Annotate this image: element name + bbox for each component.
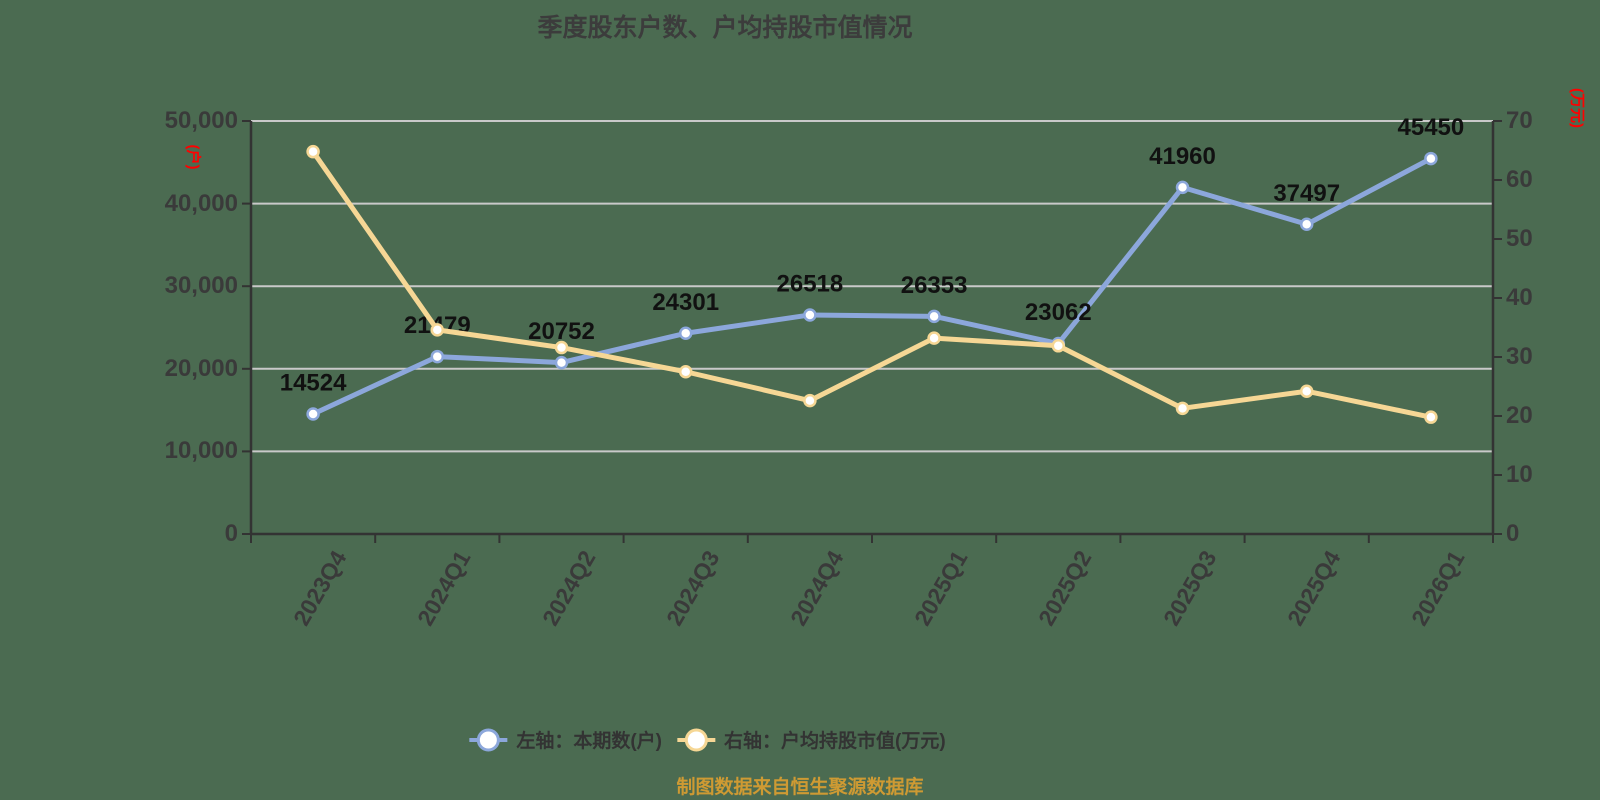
data-point-marker[interactable]	[1175, 401, 1190, 416]
data-point-marker[interactable]	[927, 309, 941, 324]
data-point-label: 26353	[901, 272, 968, 299]
legend-marker-icon	[469, 728, 508, 751]
legend-item-1[interactable]: 右轴：户均持股市值(万元)	[676, 726, 946, 753]
data-point-label: 37497	[1273, 180, 1340, 207]
right-axis-tick-label: 20	[1506, 402, 1533, 429]
data-point-marker[interactable]	[1299, 217, 1314, 232]
data-point-label: 14524	[280, 370, 347, 397]
data-point-label: 23062	[1025, 299, 1092, 326]
series-line-1	[310, 149, 1434, 420]
legend: 左轴：本期数(户) 右轴：户均持股市值(万元)	[468, 726, 946, 753]
data-point-marker[interactable]	[306, 144, 320, 159]
chart-title: 季度股东户数、户均持股市值情况	[537, 14, 913, 42]
left-axis-tick-label: 20,000	[164, 354, 238, 382]
source-note: 制图数据来自恒生聚源数据库	[676, 777, 924, 798]
right-axis-tick-label: 40	[1506, 284, 1533, 311]
data-point-marker[interactable]	[1051, 339, 1066, 353]
data-point-marker[interactable]	[803, 393, 817, 408]
data-point-marker[interactable]	[554, 355, 569, 370]
data-point-label: 26518	[777, 270, 844, 297]
data-point-marker[interactable]	[678, 326, 693, 341]
right-axis-tick-label: 60	[1506, 166, 1533, 193]
data-point-marker[interactable]	[1424, 410, 1438, 424]
data-point-marker[interactable]	[678, 365, 693, 379]
legend-label: 左轴：本期数(户)	[516, 731, 662, 752]
legend-label: 右轴：户均持股市值(万元)	[724, 731, 946, 752]
data-point-label: 20752	[528, 318, 595, 345]
right-axis-tick-label: 50	[1506, 225, 1533, 252]
data-point-label: 24301	[652, 289, 719, 316]
left-axis-tick-label: 30,000	[164, 272, 238, 300]
data-point-label: 41960	[1149, 143, 1216, 170]
left-axis-tick-label: 50,000	[164, 107, 238, 134]
series-line-0	[310, 156, 1434, 417]
left-axis-tick-label: 10,000	[164, 437, 238, 465]
left-axis-tick-label: 40,000	[164, 189, 238, 217]
data-point-marker[interactable]	[554, 340, 569, 355]
left-axis-tick-label: 0	[224, 520, 238, 547]
right-axis-tick-label: 10	[1506, 461, 1533, 488]
data-point-marker[interactable]	[927, 331, 941, 345]
data-point-marker[interactable]	[803, 308, 817, 322]
right-axis-tick-label: 70	[1506, 107, 1533, 134]
legend-item-0[interactable]: 左轴：本期数(户)	[468, 726, 662, 753]
legend-marker-icon	[677, 728, 715, 751]
data-point-label: 45450	[1398, 114, 1465, 141]
right-axis-tick-label: 30	[1506, 343, 1533, 370]
data-point-marker[interactable]	[306, 407, 320, 421]
data-point-marker[interactable]	[1424, 151, 1438, 166]
data-point-marker[interactable]	[430, 349, 445, 364]
data-point-marker[interactable]	[1299, 384, 1314, 398]
data-point-marker[interactable]	[1175, 180, 1190, 195]
right-axis-tick-label: 0	[1506, 520, 1520, 547]
data-point-marker[interactable]	[430, 323, 445, 337]
